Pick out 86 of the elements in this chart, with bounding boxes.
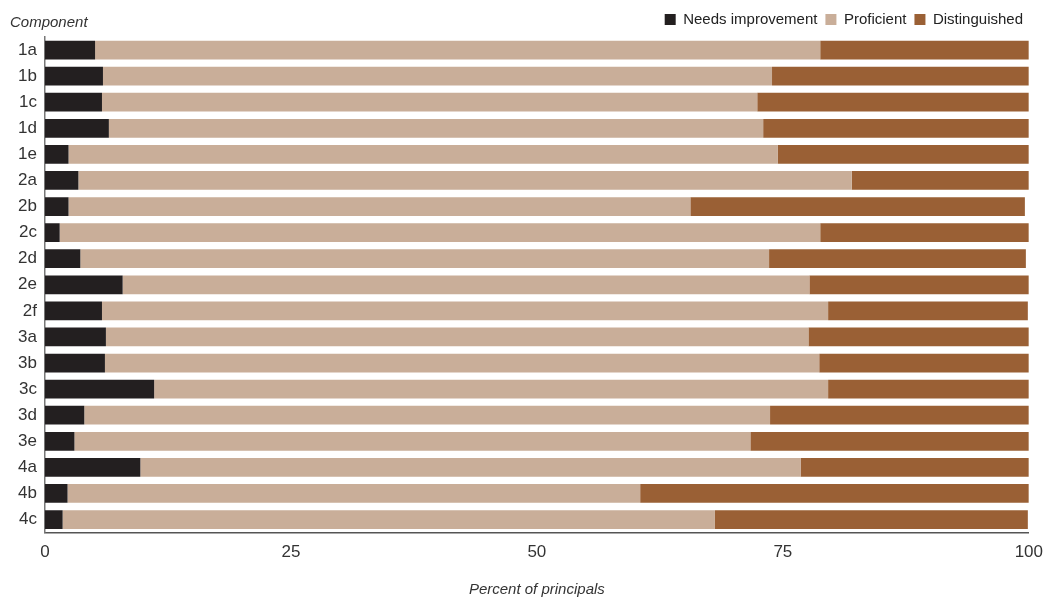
bar [714, 510, 1028, 529]
bar [828, 379, 1029, 399]
bar [44, 379, 155, 399]
y-tick-label: 2a [17, 170, 38, 190]
bar [154, 379, 829, 399]
x-tick-label: 100 [1014, 542, 1044, 562]
bar [808, 327, 1029, 347]
bar [101, 92, 758, 112]
bar [44, 197, 69, 216]
y-tick-label: 1c [18, 91, 38, 111]
y-axis-title: Component [10, 13, 88, 30]
y-tick-label: 3c [18, 378, 38, 398]
bar [59, 223, 821, 243]
bar [101, 301, 829, 321]
legend-label: Distinguished [932, 9, 1024, 27]
bar [772, 66, 1029, 86]
y-tick-label: 1b [17, 65, 37, 85]
y-tick-label: 3e [17, 430, 37, 450]
bar [44, 249, 81, 269]
y-tick-label: 1d [17, 117, 37, 137]
bar [769, 249, 1026, 269]
y-tick-label: 4b [17, 483, 37, 503]
y-tick-label: 3d [17, 404, 37, 424]
bar [44, 66, 103, 86]
bar [95, 40, 821, 60]
bar [44, 353, 105, 373]
bar [750, 431, 1029, 451]
bar [68, 144, 778, 164]
bar [770, 405, 1029, 425]
bar [44, 327, 106, 347]
bar [44, 431, 75, 451]
y-tick-label: 1e [17, 144, 37, 164]
bar [819, 353, 1029, 373]
bar [80, 249, 770, 269]
bar [44, 275, 123, 295]
bar [44, 301, 102, 321]
bar [68, 197, 691, 216]
x-axis-title: Percent of principals [468, 580, 606, 598]
bar [62, 510, 715, 529]
bar [104, 353, 820, 373]
bar [44, 171, 79, 190]
bar [820, 40, 1029, 60]
legend-label: Needs improvement [683, 9, 819, 27]
bar [44, 40, 96, 60]
x-tick-label: 25 [281, 542, 301, 562]
bar [763, 118, 1029, 138]
y-tick-label: 2b [17, 196, 37, 216]
bar [851, 171, 1029, 190]
bar [809, 275, 1029, 295]
bar [44, 405, 85, 425]
x-tick-label: 50 [527, 542, 547, 562]
x-tick-label: 75 [773, 542, 793, 562]
bar [44, 144, 69, 164]
x-tick-label: 0 [40, 542, 50, 562]
y-tick-label: 2d [17, 248, 37, 268]
bar [74, 431, 751, 451]
legend-label: Proficient [843, 9, 908, 27]
bar [44, 484, 68, 503]
y-tick-label: 2f [22, 300, 38, 320]
bar [44, 223, 60, 243]
bar [757, 92, 1029, 112]
bar [640, 484, 1029, 503]
bar [67, 484, 641, 503]
y-tick-label: 3a [17, 326, 38, 346]
y-tick-label: 2c [18, 222, 38, 242]
bar [828, 301, 1028, 321]
bar [108, 118, 764, 138]
bar [44, 92, 102, 112]
y-tick-label: 3b [17, 352, 37, 372]
bar [78, 171, 852, 190]
bar [777, 144, 1029, 164]
bar [44, 510, 63, 529]
bar [820, 223, 1029, 243]
bar [84, 405, 771, 425]
bar [800, 458, 1029, 477]
bar [140, 458, 801, 477]
bar [690, 197, 1025, 216]
y-tick-label: 2e [17, 274, 37, 294]
bar [102, 66, 773, 86]
bar [44, 118, 109, 138]
y-tick-label: 4c [18, 509, 38, 529]
bar [122, 275, 810, 295]
bar [105, 327, 809, 347]
y-tick-label: 1a [17, 39, 38, 59]
y-tick-label: 4a [17, 457, 38, 477]
bar [44, 458, 141, 477]
